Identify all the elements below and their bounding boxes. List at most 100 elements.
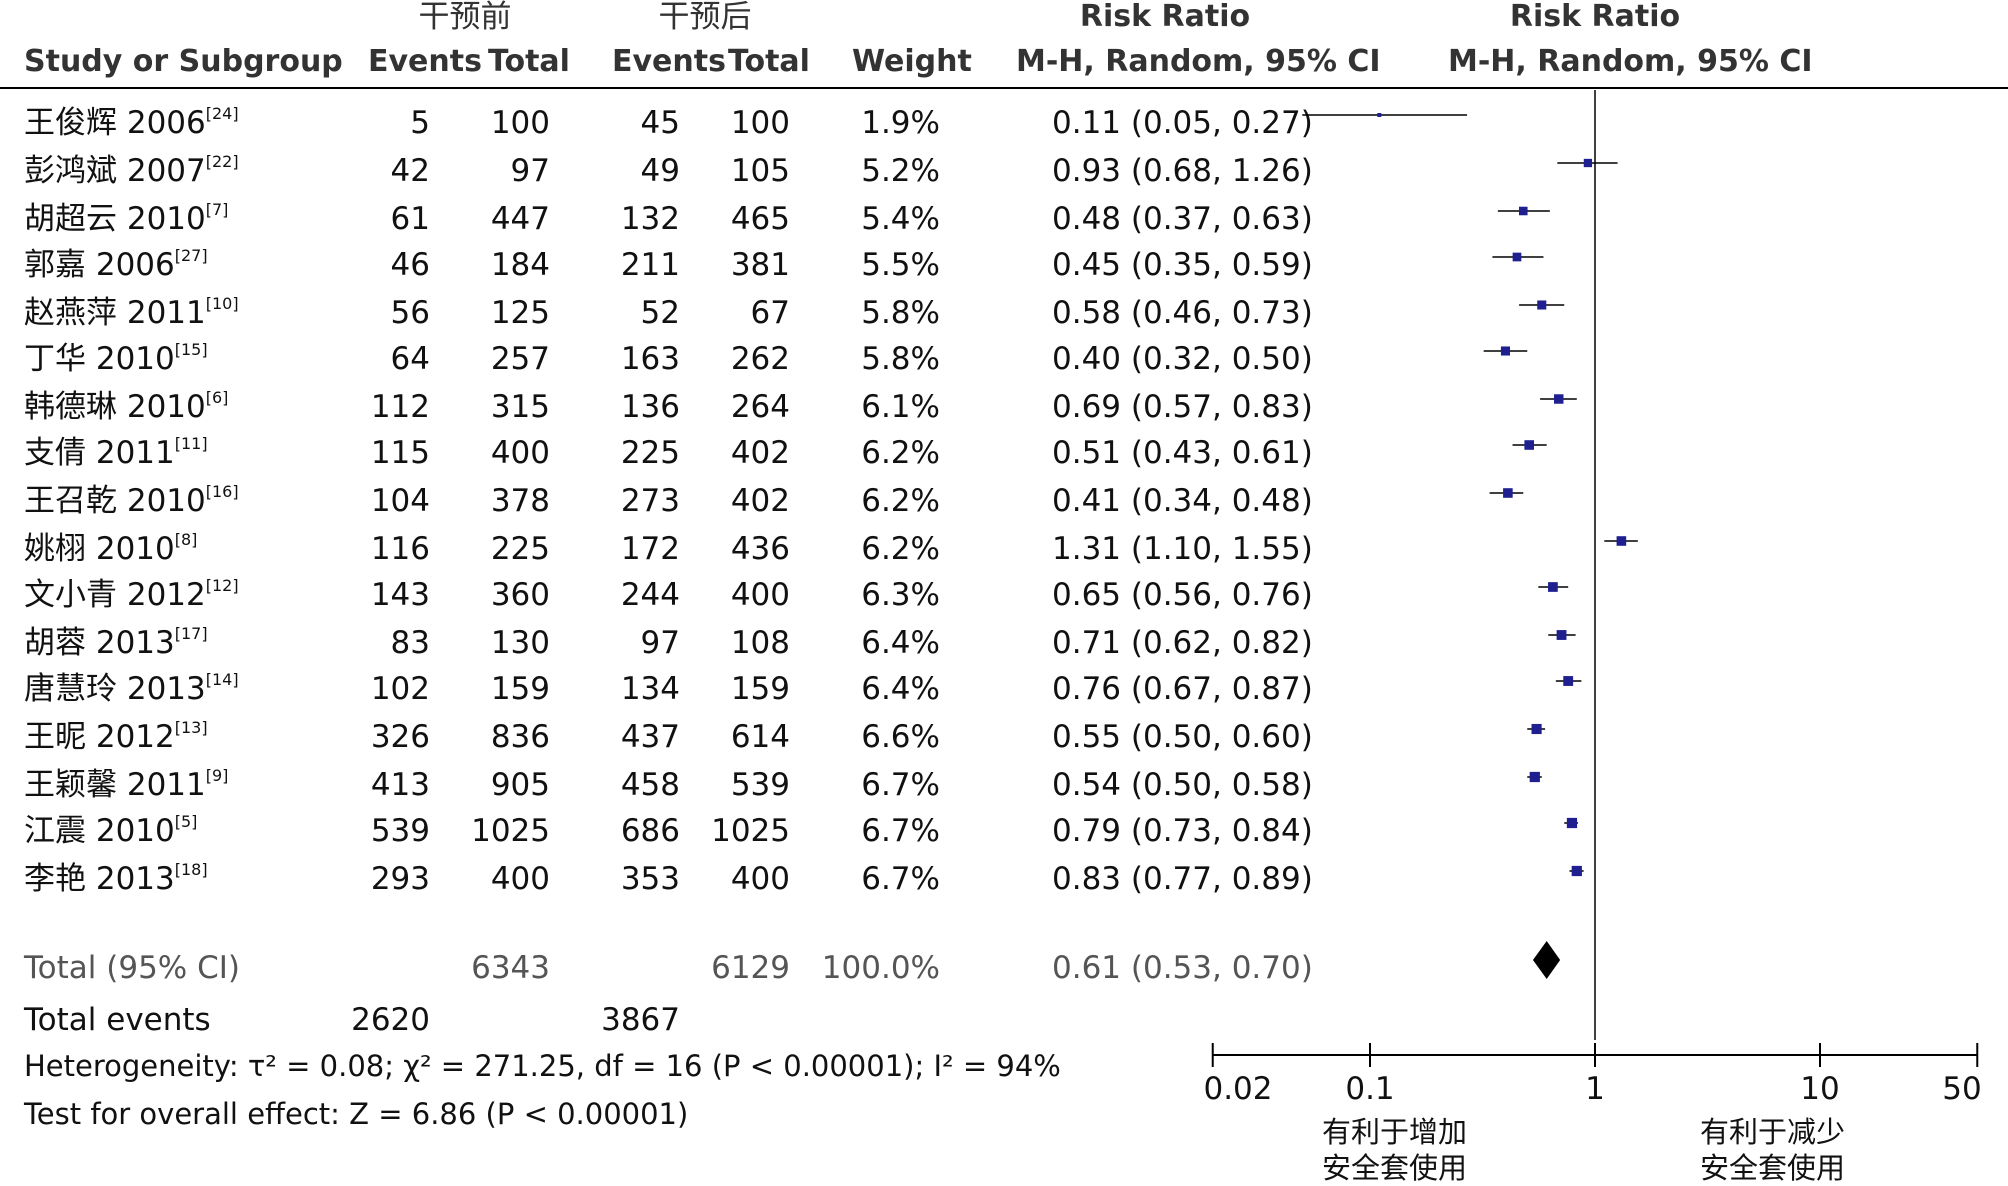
total-after: 402 bbox=[730, 435, 790, 471]
effect-marker bbox=[1566, 817, 1578, 829]
events-before: 143 bbox=[370, 577, 430, 613]
reference-superscript: [24] bbox=[205, 104, 239, 123]
events-after: 686 bbox=[620, 813, 680, 849]
events-before: 293 bbox=[370, 861, 430, 897]
effect-marker bbox=[1537, 300, 1547, 310]
effect-marker bbox=[1377, 113, 1382, 117]
weight-value: 1.9% bbox=[861, 105, 940, 141]
reference-superscript: [14] bbox=[205, 670, 239, 689]
events-before: 115 bbox=[370, 435, 430, 471]
total-before: 257 bbox=[490, 341, 550, 377]
reference-superscript: [7] bbox=[205, 200, 229, 219]
study-name-text: 王俊辉 2006 bbox=[24, 105, 206, 141]
weight-value: 6.2% bbox=[861, 483, 940, 519]
tick-label-0-1: 0.1 bbox=[1345, 1071, 1395, 1107]
weight-value: 5.4% bbox=[861, 201, 940, 237]
study-name: 唐慧玲 2013[14] bbox=[24, 671, 239, 707]
study-name-text: 彭鸿斌 2007 bbox=[24, 153, 206, 189]
total-t2: 6129 bbox=[711, 950, 790, 986]
total-after: 539 bbox=[730, 767, 790, 803]
ci-value: 0.69 (0.57, 0.83) bbox=[1052, 389, 1313, 425]
effect-marker bbox=[1548, 582, 1558, 592]
total-ci: 0.61 (0.53, 0.70) bbox=[1052, 950, 1313, 986]
events-after: 49 bbox=[640, 153, 680, 189]
weight-value: 6.7% bbox=[861, 767, 940, 803]
events-after: 52 bbox=[640, 295, 680, 331]
events-before: 83 bbox=[390, 625, 430, 661]
events-after: 132 bbox=[620, 201, 680, 237]
events-after: 163 bbox=[620, 341, 680, 377]
total-after: 67 bbox=[750, 295, 790, 331]
pooled-diamond bbox=[1532, 941, 1561, 979]
total-before: 378 bbox=[490, 483, 550, 519]
total-before: 184 bbox=[490, 247, 550, 283]
total-before: 159 bbox=[490, 671, 550, 707]
events-before: 539 bbox=[370, 813, 430, 849]
weight-value: 6.1% bbox=[861, 389, 940, 425]
events-before: 116 bbox=[370, 531, 430, 567]
weight-value: 6.7% bbox=[861, 861, 940, 897]
effect-marker bbox=[1512, 252, 1522, 262]
events-before: 46 bbox=[390, 247, 430, 283]
reference-superscript: [22] bbox=[205, 152, 239, 171]
events-after: 273 bbox=[620, 483, 680, 519]
events-after: 437 bbox=[620, 719, 680, 755]
study-name-text: 唐慧玲 2013 bbox=[24, 671, 206, 707]
study-name-text: 文小青 2012 bbox=[24, 577, 206, 613]
reference-superscript: [5] bbox=[174, 812, 198, 831]
weight-value: 6.6% bbox=[861, 719, 940, 755]
events-after: 172 bbox=[620, 531, 680, 567]
weight-value: 5.8% bbox=[861, 341, 940, 377]
ci-value: 0.83 (0.77, 0.89) bbox=[1052, 861, 1313, 897]
group1-header: 干预前 bbox=[418, 0, 512, 35]
study-name: 赵燕萍 2011[10] bbox=[24, 296, 239, 329]
total-before: 130 bbox=[490, 625, 550, 661]
overall-effect-text: Test for overall effect: Z = 6.86 (P < 0… bbox=[24, 1097, 689, 1131]
reference-superscript: [11] bbox=[174, 434, 208, 453]
total-after: 381 bbox=[730, 247, 790, 283]
ci-value: 0.58 (0.46, 0.73) bbox=[1052, 295, 1313, 331]
study-name-text: 支倩 2011 bbox=[24, 435, 175, 471]
events-before: 56 bbox=[390, 295, 430, 331]
total-events-label: Total events bbox=[24, 1002, 211, 1038]
ci-value: 0.79 (0.73, 0.84) bbox=[1052, 813, 1313, 849]
effect-marker bbox=[1519, 206, 1528, 216]
study-name: 彭鸿斌 2007[22] bbox=[24, 153, 239, 189]
study-name-text: 江震 2010 bbox=[24, 813, 175, 849]
ci-value: 0.48 (0.37, 0.63) bbox=[1052, 201, 1313, 237]
study-name-text: 郭嘉 2006 bbox=[24, 247, 175, 283]
effect-marker bbox=[1583, 158, 1593, 168]
total-after: 614 bbox=[730, 719, 790, 755]
reference-superscript: [27] bbox=[174, 246, 208, 265]
total-after: 1025 bbox=[711, 813, 790, 849]
total1-header: Total bbox=[488, 44, 570, 79]
reference-superscript: [16] bbox=[205, 482, 239, 501]
events1-header: Events bbox=[368, 44, 482, 79]
total-label: Total (95% CI) bbox=[24, 950, 240, 986]
events-before: 61 bbox=[390, 201, 430, 237]
effect-marker bbox=[1563, 676, 1574, 686]
total-after: 159 bbox=[730, 671, 790, 707]
events-before: 413 bbox=[370, 767, 430, 803]
total2-header: Total bbox=[728, 44, 810, 79]
events-after: 134 bbox=[620, 671, 680, 707]
tick-label-1: 1 bbox=[1585, 1071, 1605, 1107]
reference-superscript: [9] bbox=[205, 766, 229, 785]
study-name: 郭嘉 2006[27] bbox=[24, 247, 208, 283]
study-name: 韩德琳 2010[6] bbox=[24, 390, 228, 423]
total-before: 447 bbox=[490, 201, 550, 237]
study-name-text: 丁华 2010 bbox=[24, 341, 175, 377]
total-before: 100 bbox=[490, 105, 550, 141]
ci-value: 0.11 (0.05, 0.27) bbox=[1052, 105, 1313, 141]
study-name-text: 王昵 2012 bbox=[24, 719, 175, 755]
events-before: 5 bbox=[410, 105, 430, 141]
events-after: 211 bbox=[620, 247, 680, 283]
ci-value: 0.71 (0.62, 0.82) bbox=[1052, 625, 1313, 661]
reference-superscript: [6] bbox=[205, 388, 229, 407]
tick-label-50: 50 bbox=[1942, 1071, 1982, 1107]
total-before: 315 bbox=[490, 389, 550, 425]
effect-marker bbox=[1571, 865, 1582, 877]
favors-increase-label: 有利于增加 bbox=[1322, 1115, 1468, 1149]
study-column-header: Study or Subgroup bbox=[24, 44, 343, 79]
